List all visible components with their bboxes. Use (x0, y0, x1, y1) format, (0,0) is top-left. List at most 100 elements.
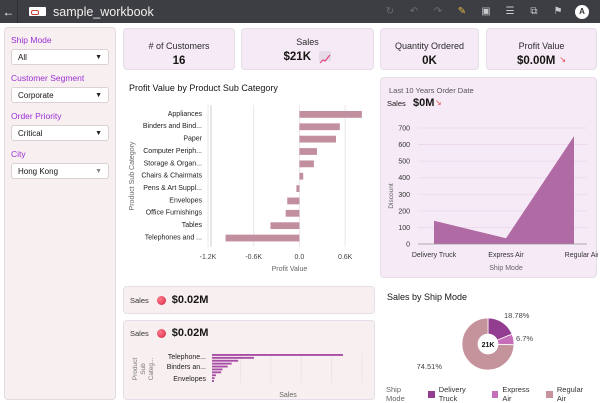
bar (212, 365, 228, 368)
legend-title: Ship Mode (386, 385, 405, 403)
refresh-button[interactable]: ↻ (378, 0, 402, 23)
ship-mode-select[interactable]: All ▼ (11, 49, 109, 65)
kpi-quantity[interactable]: Quantity Ordered 0K (380, 28, 479, 70)
kpi-profit[interactable]: Profit Value $0.00M ↘ (486, 28, 597, 70)
donut-chart-svg: 21K 18.78% 6.7% 74.51% (417, 311, 534, 371)
bar (270, 222, 300, 230)
bar (212, 362, 232, 365)
profit-by-subcategory-chart: Profit Value by Product Sub Category -1.… (123, 77, 375, 277)
y-axis-title: Product (132, 358, 139, 381)
comments-button[interactable]: ☰ (498, 0, 522, 23)
bar (212, 354, 343, 356)
slice-label: 18.78% (504, 311, 530, 320)
kpi-sales[interactable]: Sales $21K (241, 28, 374, 70)
x-tick-label: Express Air (488, 252, 524, 259)
sales-by-subcategory-card[interactable]: Sales $0.02M Telephone... Binders an... En… (123, 320, 375, 400)
y-tick-label: Envelopes (169, 197, 202, 204)
x-tick-label: Regular Air (565, 252, 598, 259)
order-priority-select[interactable]: Critical ▼ (11, 125, 109, 141)
bar (212, 380, 214, 382)
filter-label-order-priority: Order Priority (11, 111, 62, 121)
y-tick-label: 500 (398, 159, 410, 166)
y-tick-label: Paper (183, 136, 202, 143)
caret-down-icon: ▼ (95, 91, 102, 99)
status-dot-icon (156, 295, 166, 305)
y-tick-label: Binders and Bind... (143, 123, 202, 130)
donut-slice (461, 317, 515, 371)
y-tick-label: Storage & Organ... (144, 160, 202, 167)
kpi-value: $0.00M (516, 55, 556, 67)
x-tick-label: Delivery Truck (412, 252, 457, 259)
bar (299, 160, 314, 168)
donut-legend: Ship Mode Delivery Truck Express Air Reg… (386, 385, 600, 403)
kpi-value: $21K (283, 51, 312, 63)
bar (299, 172, 304, 180)
y-tick-label: Computer Periph... (143, 148, 202, 155)
kpi-label: Sales (296, 37, 319, 47)
area-subtitle: Last 10 Years Order Date (389, 86, 474, 95)
y-tick-label: 300 (398, 192, 410, 199)
x-axis-title: Ship Mode (489, 265, 523, 272)
x-axis-title: Profit Value (272, 266, 308, 273)
y-tick-label: 100 (398, 225, 410, 232)
x-tick-label: 0.6K (338, 254, 353, 261)
x-tick-label: -1.2K (200, 254, 217, 261)
filter-label-ship-mode: Ship Mode (11, 35, 52, 45)
customer-segment-select[interactable]: Corporate ▼ (11, 87, 109, 103)
bar (296, 185, 300, 192)
bookmark-button[interactable]: ⚑ (546, 0, 570, 23)
kpi-customers[interactable]: # of Customers 16 (123, 28, 235, 70)
bar (299, 111, 362, 118)
x-axis-title: Sales (279, 392, 297, 399)
sales-label: Sales (130, 295, 149, 305)
present-button[interactable]: ⧉ (522, 0, 546, 23)
y-tick-label: Envelopes (173, 376, 206, 383)
kpi-label: # of Customers (148, 41, 210, 51)
discount-by-ship-mode-card: Last 10 Years Order Date Sales $0M ↘ 0 10… (380, 77, 598, 278)
bookmark-icon: ⚑ (553, 6, 563, 17)
bar (287, 197, 300, 205)
bar (299, 123, 340, 131)
comments-icon: ☰ (505, 6, 515, 17)
y-tick-label: Telephones and ... (145, 234, 202, 241)
y-axis-title: Discount (388, 183, 395, 208)
bar (212, 377, 215, 380)
y-tick-label: Office Furnishings (146, 210, 203, 217)
back-button[interactable]: ← (0, 0, 18, 23)
data-button[interactable]: ▣ (474, 0, 498, 23)
y-axis-title: Sub (140, 363, 147, 375)
legend-swatch (546, 390, 553, 398)
undo-button[interactable]: ↶ (402, 0, 426, 23)
present-icon: ⧉ (530, 6, 538, 17)
filter-label-customer-segment: Customer Segment (11, 73, 85, 83)
sales-tile[interactable]: Sales $0.02M (123, 286, 375, 314)
legend-label: Express Air (502, 385, 530, 403)
sales-label: Sales (130, 328, 149, 338)
redo-button[interactable]: ↷ (426, 0, 450, 23)
y-tick-label: Appliances (168, 111, 203, 118)
donut-title: Sales by Ship Mode (387, 292, 468, 302)
workbook-title: sample_workbook (53, 4, 154, 19)
caret-down-icon: ▼ (95, 129, 102, 137)
y-tick-label: Chairs & Chairmats (141, 173, 202, 180)
y-tick-label: Tables (182, 222, 203, 229)
city-select[interactable]: Hong Kong ▼ (11, 163, 109, 179)
x-tick-label: 0.0 (295, 254, 305, 261)
legend-item-regular-air[interactable]: Regular Air (546, 385, 592, 403)
bar (212, 371, 222, 374)
legend-item-delivery-truck[interactable]: Delivery Truck (428, 385, 484, 403)
caret-down-icon: ▼ (95, 53, 102, 61)
area-series (434, 136, 574, 244)
bar-chart-svg: -1.2K -0.6K 0.0 0.6K Appliances Binders and B… (129, 105, 362, 273)
legend-item-express-air[interactable]: Express Air (491, 385, 539, 403)
bar (299, 135, 336, 143)
redo-icon: ↷ (433, 6, 443, 17)
kpi-label: Quantity Ordered (394, 41, 465, 51)
edit-button[interactable]: ✎ (450, 0, 474, 23)
bar (225, 234, 300, 242)
y-tick-label: 400 (398, 175, 410, 182)
city-value: Hong Kong (18, 166, 59, 176)
status-dot-icon (156, 328, 166, 338)
user-avatar[interactable]: A (575, 4, 589, 19)
oracle-logo (29, 7, 46, 16)
